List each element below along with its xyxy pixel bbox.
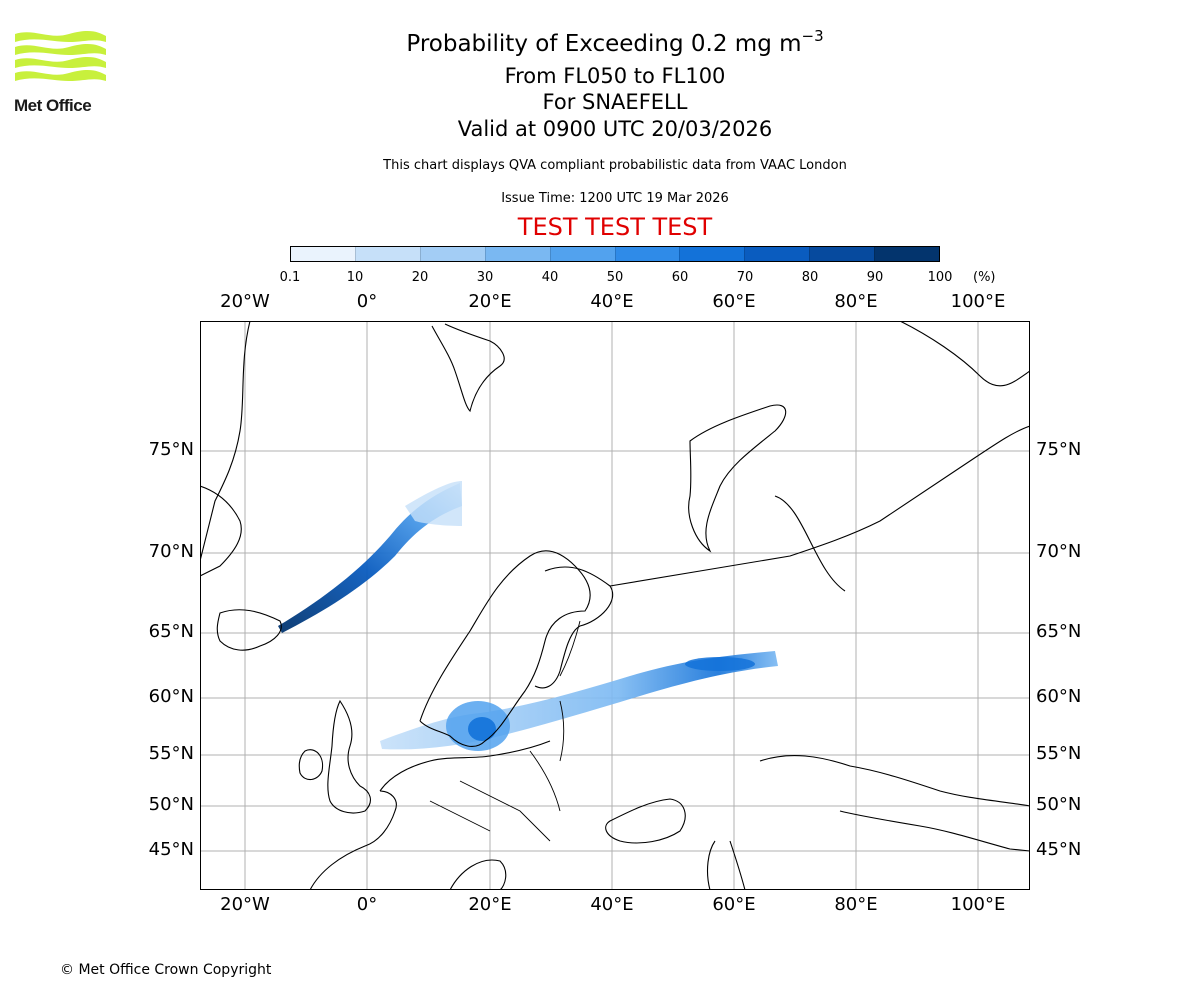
longitude-label: 40°E: [590, 291, 634, 312]
longitude-label: 100°E: [950, 291, 1006, 312]
colorbar-segment: [484, 247, 550, 261]
test-banner: TEST TEST TEST: [517, 213, 713, 241]
latitude-label-right: 70°N: [1036, 541, 1082, 562]
coastlines: [200, 321, 1030, 890]
colorbar-segment: [679, 247, 745, 261]
colorbar-tick-label: 100: [927, 270, 953, 285]
latitude-label-left: 50°N: [148, 794, 194, 815]
latitude-label-right: 50°N: [1036, 794, 1082, 815]
longitude-label: 60°E: [712, 291, 756, 312]
colorbar-tick-label: 10: [346, 270, 364, 285]
ash-plume-east: [380, 651, 778, 751]
latitude-label-right: 75°N: [1036, 439, 1082, 460]
longitude-label: 0°: [356, 894, 378, 915]
issue-time: Issue Time: 1200 UTC 19 Mar 2026: [501, 191, 729, 206]
copyright: © Met Office Crown Copyright: [60, 962, 272, 978]
compliance-note: This chart displays QVA compliant probab…: [383, 158, 847, 173]
map-frame: [200, 321, 1030, 890]
met-office-logo: Met Office: [14, 30, 109, 115]
latitude-label-right: 60°N: [1036, 686, 1082, 707]
latitude-label-left: 45°N: [148, 839, 194, 860]
volcano-name: For SNAEFELL: [542, 90, 688, 114]
colorbar-tick-label: 50: [606, 270, 624, 285]
colorbar-segment: [744, 247, 810, 261]
colorbar-segment: [549, 247, 615, 261]
latitude-label-left: 55°N: [148, 743, 194, 764]
colorbar-segment: [291, 247, 355, 261]
probability-colorbar: [290, 246, 940, 262]
longitude-label: 20°E: [468, 291, 512, 312]
valid-time: Valid at 0900 UTC 20/03/2026: [457, 117, 773, 141]
colorbar-unit: (%): [973, 270, 996, 285]
longitude-label: 20°W: [220, 291, 270, 312]
latitude-label-left: 75°N: [148, 439, 194, 460]
logo-waves-icon: [15, 30, 106, 81]
colorbar-segment: [354, 247, 420, 261]
colorbar-segment: [614, 247, 680, 261]
level-range: From FL050 to FL100: [504, 64, 726, 88]
colorbar-tick-label: 40: [541, 270, 559, 285]
longitude-label: 40°E: [590, 894, 634, 915]
colorbar-tick-label: 80: [801, 270, 819, 285]
longitude-label: 60°E: [712, 894, 756, 915]
longitude-label: 20°W: [220, 894, 270, 915]
latitude-label-left: 60°N: [148, 686, 194, 707]
chart-title: Probability of Exceeding 0.2 mg m−3: [406, 27, 824, 57]
colorbar-tick-label: 20: [411, 270, 429, 285]
map: [200, 321, 1030, 890]
colorbar-tick-label: 30: [476, 270, 494, 285]
longitude-label: 0°: [356, 291, 378, 312]
colorbar-tick-label: 60: [671, 270, 689, 285]
longitude-label: 80°E: [834, 894, 878, 915]
colorbar-tick-label: 90: [866, 270, 884, 285]
colorbar-tick-label: 0.1: [279, 270, 301, 285]
longitude-label: 80°E: [834, 291, 878, 312]
latitude-label-left: 70°N: [148, 541, 194, 562]
latitude-label-left: 65°N: [148, 621, 194, 642]
ash-plume-north: [278, 481, 462, 633]
latitude-label-right: 65°N: [1036, 621, 1082, 642]
latitude-label-right: 55°N: [1036, 743, 1082, 764]
colorbar-segment: [809, 247, 875, 261]
logo-text: Met Office: [14, 96, 92, 115]
colorbar-segment: [419, 247, 485, 261]
longitude-label: 100°E: [950, 894, 1006, 915]
colorbar-segment: [874, 247, 940, 261]
colorbar-tick-label: 70: [736, 270, 754, 285]
longitude-label: 20°E: [468, 894, 512, 915]
latitude-label-right: 45°N: [1036, 839, 1082, 860]
